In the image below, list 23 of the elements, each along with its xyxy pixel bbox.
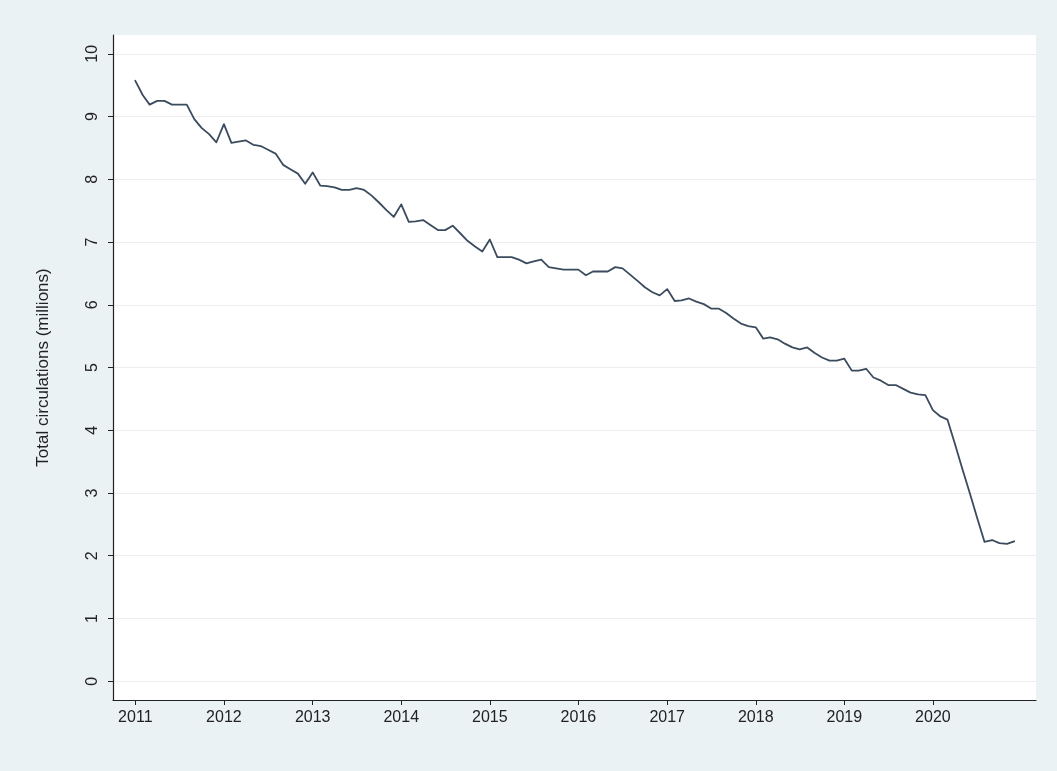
y-tick-label: 10 [82, 44, 100, 63]
y-tick-label: 5 [82, 362, 100, 372]
y-tick-label: 4 [82, 425, 100, 435]
x-tick-label: 2014 [383, 707, 420, 725]
y-tick-label: 0 [82, 676, 100, 686]
x-tick-label: 2015 [472, 707, 508, 725]
x-tick-label: 2016 [560, 707, 597, 725]
x-tick-label: 2018 [737, 707, 774, 725]
y-tick-label: 6 [82, 300, 100, 310]
y-tick-label: 8 [82, 174, 100, 184]
x-tick-label: 2012 [206, 707, 242, 725]
y-tick-label: 3 [82, 488, 100, 498]
x-tick-label: 2013 [294, 707, 331, 725]
y-tick-label: 7 [82, 237, 100, 247]
x-tick-label: 2019 [826, 707, 863, 725]
y-tick-label: 9 [82, 112, 100, 122]
y-tick-label: 1 [82, 613, 100, 623]
x-tick-label: 2011 [118, 707, 153, 725]
y-axis-title: Total circulations (millions) [33, 268, 52, 467]
x-tick-label: 2017 [649, 707, 686, 725]
y-tick-label: 2 [82, 551, 100, 561]
x-tick-label: 2020 [915, 707, 951, 725]
line-series [134, 79, 1016, 545]
